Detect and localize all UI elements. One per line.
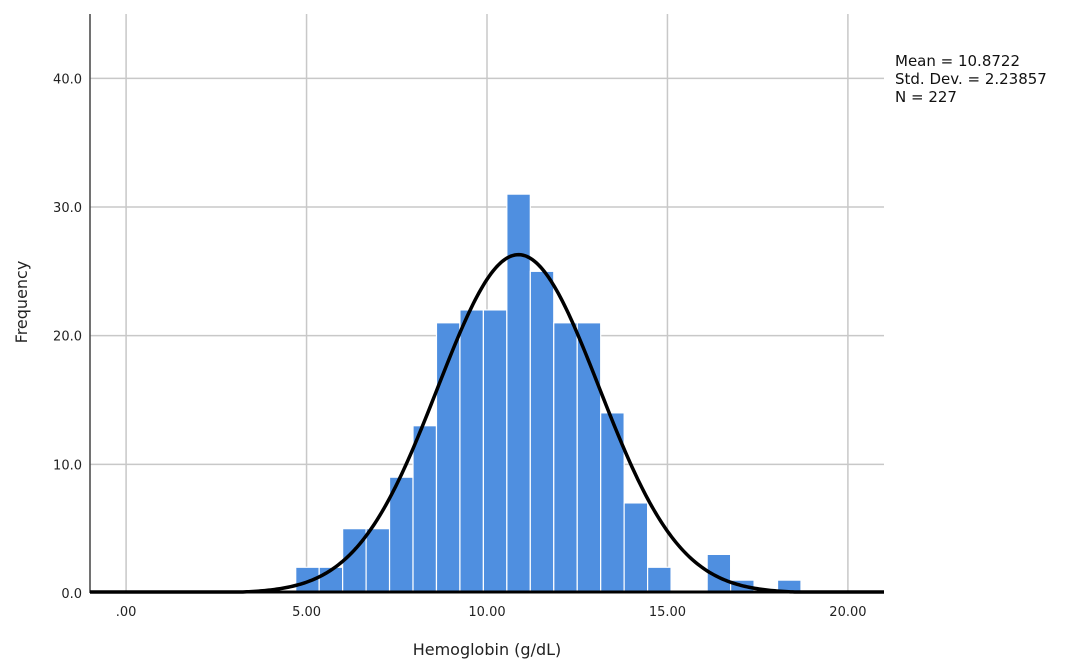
histogram-bar bbox=[647, 566, 672, 594]
tick-labels: .00 5.00 10.00 15.00 20.00 0.0 10.0 20.0 30.0 40.… bbox=[53, 72, 866, 620]
x-tick-label: 10.00 bbox=[468, 605, 505, 620]
n-label: N = 227 bbox=[895, 88, 957, 106]
y-tick-label: 30.0 bbox=[53, 201, 82, 216]
histogram-bars bbox=[295, 193, 802, 594]
histogram-bar bbox=[482, 309, 508, 594]
y-tick-label: 0.0 bbox=[61, 587, 82, 602]
histogram-bar bbox=[365, 528, 391, 594]
histogram-bar bbox=[459, 309, 484, 594]
histogram-bar bbox=[412, 425, 438, 594]
histogram-bar bbox=[529, 270, 555, 594]
y-tick-label: 40.0 bbox=[53, 72, 82, 87]
mean-label: Mean = 10.8722 bbox=[895, 52, 1021, 70]
normal-curve bbox=[90, 252, 884, 594]
x-tick-label: 15.00 bbox=[649, 605, 686, 620]
histogram-bar bbox=[553, 322, 578, 594]
histogram-bar bbox=[623, 502, 649, 594]
y-axis-title: Frequency bbox=[12, 261, 31, 344]
normal-curve-layer bbox=[90, 252, 884, 594]
x-axis-title: Hemoglobin (g/dL) bbox=[413, 640, 562, 659]
x-tick-label: 20.00 bbox=[829, 605, 866, 620]
y-tick-label: 20.0 bbox=[53, 330, 82, 345]
statistics-box: Mean = 10.8722 Std. Dev. = 2.23857 N = 2… bbox=[895, 52, 1047, 106]
x-tick-label: 5.00 bbox=[292, 605, 321, 620]
y-tick-label: 10.0 bbox=[53, 458, 82, 473]
std-dev-label: Std. Dev. = 2.23857 bbox=[895, 70, 1047, 88]
x-tick-label: .00 bbox=[116, 605, 137, 620]
